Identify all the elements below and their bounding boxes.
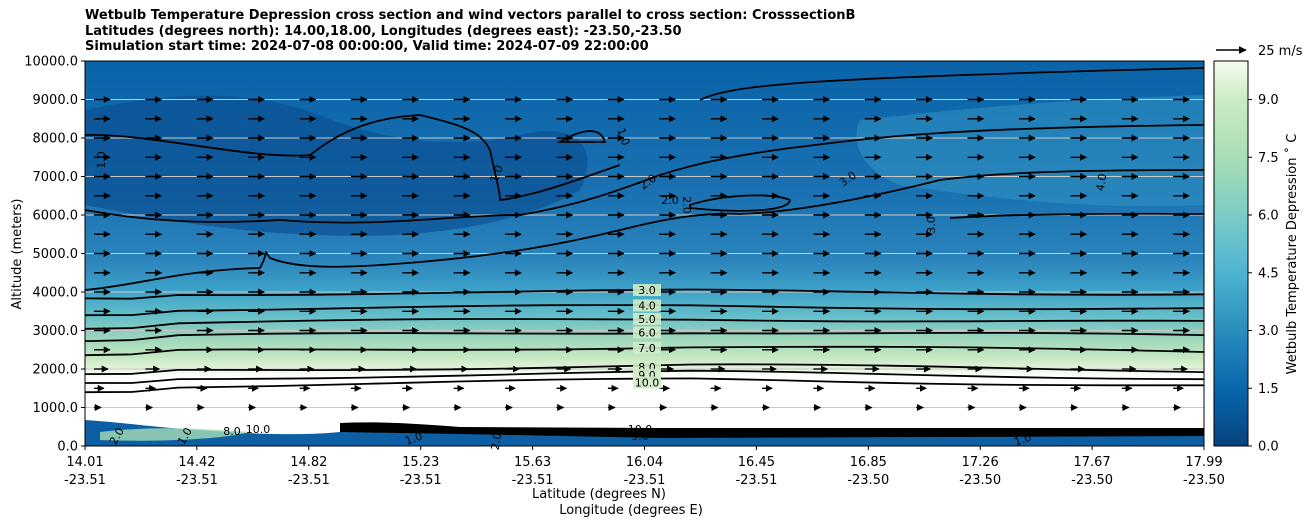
contour-label-upper: 1.0 bbox=[614, 126, 632, 147]
x-tick-label-lon: -23.50 bbox=[959, 473, 1001, 488]
y-tick-label: 3000.0 bbox=[33, 324, 79, 339]
colorbar-tick-label: 3.0 bbox=[1258, 324, 1279, 339]
y-tick-label: 6000.0 bbox=[33, 209, 79, 224]
x-tick-label-lat: 15.23 bbox=[402, 455, 439, 470]
contour-label-surface: 1.0 bbox=[1012, 431, 1033, 449]
contour-label-5.0: 5.0 bbox=[638, 313, 656, 326]
x-tick-label-lon: -23.51 bbox=[624, 473, 666, 488]
plot-frame bbox=[84, 60, 1205, 447]
y-tick-label: 0.0 bbox=[57, 440, 78, 455]
x-tick-label-lon: -23.50 bbox=[1071, 473, 1113, 488]
x-tick-label-lon: -23.51 bbox=[400, 473, 442, 488]
quiver-key: 25 m/s bbox=[1216, 44, 1303, 59]
colorbar-tick-label: 9.0 bbox=[1258, 93, 1279, 108]
x-axis-label-lat: Latitude (degrees N) bbox=[532, 487, 666, 502]
contour-label-surface: 1.0 bbox=[403, 430, 424, 448]
colorbar-tick-label: 0.0 bbox=[1258, 440, 1279, 455]
x-tick-label-lat: 16.45 bbox=[738, 455, 775, 470]
colorbar-tick-label: 7.5 bbox=[1258, 151, 1279, 166]
y-tick-label: 7000.0 bbox=[33, 170, 79, 185]
contour-label-surface: 10.0 bbox=[628, 423, 653, 436]
quiver-key-label: 25 m/s bbox=[1258, 44, 1303, 59]
y-axis-label: Altitude (meters) bbox=[10, 199, 25, 310]
x-axis-label-lon: Longitude (degrees E) bbox=[559, 503, 703, 518]
contour-label-3.0: 3.0 bbox=[638, 284, 656, 297]
x-tick-label-lat: 17.26 bbox=[962, 455, 999, 470]
y-tick-label: 10000.0 bbox=[24, 55, 78, 70]
y-tick-label: 5000.0 bbox=[33, 247, 79, 262]
colorbar bbox=[1213, 60, 1249, 447]
chart-title: Wetbulb Temperature Depression cross sec… bbox=[85, 8, 855, 55]
contour-label-upper: 1.0 bbox=[95, 151, 108, 169]
contour-label-6.0: 6.0 bbox=[638, 326, 656, 339]
contour-label-bg bbox=[633, 326, 661, 339]
y-tick-label: 4000.0 bbox=[33, 286, 79, 301]
x-tick-label-lat: 14.01 bbox=[66, 455, 103, 470]
contour-label-upper: 2.0 bbox=[661, 194, 679, 207]
colorbar-tick-label: 6.0 bbox=[1258, 209, 1279, 224]
contour-label-bg bbox=[633, 312, 661, 325]
contour-label-7.0: 7.0 bbox=[638, 342, 656, 355]
upper-contour-4 bbox=[85, 169, 1204, 291]
contour-label-surface: 10.0 bbox=[246, 423, 271, 436]
contour-label-upper: 4.0 bbox=[1094, 173, 1110, 192]
x-tick-label-lat: 16.04 bbox=[626, 455, 663, 470]
y-tick-label: 2000.0 bbox=[33, 363, 79, 378]
surface-thick-band bbox=[340, 422, 1204, 438]
y-tick-label: 9000.0 bbox=[33, 93, 79, 108]
x-tick-label-lon: -23.51 bbox=[176, 473, 218, 488]
surface-moist-patch bbox=[100, 428, 250, 441]
x-tick-label-lon: -23.51 bbox=[512, 473, 554, 488]
contour-label-upper: 1.0 bbox=[488, 163, 506, 184]
contour-label-surface: 9.0 bbox=[631, 430, 649, 443]
contour-label-4.0: 4.0 bbox=[638, 299, 656, 312]
x-tick-label-lat: 15.63 bbox=[514, 455, 551, 470]
x-tick-label-lon: -23.50 bbox=[1183, 473, 1225, 488]
upper-contour-6 bbox=[949, 212, 1204, 219]
x-tick-label-lat: 14.82 bbox=[290, 455, 327, 470]
x-tick-label-lon: -23.51 bbox=[288, 473, 330, 488]
x-tick-label-lon: -23.51 bbox=[735, 473, 777, 488]
x-tick-label-lon: -23.50 bbox=[847, 473, 889, 488]
contour-label-surface: 8.0 bbox=[223, 425, 241, 438]
dry-core-region bbox=[85, 95, 588, 236]
x-tick-label-lat: 16.85 bbox=[850, 455, 887, 470]
x-tick-label-lat: 17.99 bbox=[1185, 455, 1222, 470]
x-tick-label-lon: -23.51 bbox=[64, 473, 106, 488]
x-tick-label-lat: 17.67 bbox=[1073, 455, 1110, 470]
colorbar-tick-label: 4.5 bbox=[1258, 266, 1279, 281]
contour-label-bg bbox=[633, 284, 661, 297]
contour-label-10.0: 10.0 bbox=[635, 376, 660, 389]
title-line-3: Simulation start time: 2024-07-08 00:00:… bbox=[85, 39, 649, 54]
upper-moist-region bbox=[856, 95, 1204, 207]
contour-label-upper: 2.0 bbox=[680, 196, 693, 214]
colorbar-tick-label: 1.5 bbox=[1258, 382, 1279, 397]
y-tick-label: 1000.0 bbox=[33, 401, 79, 416]
title-line-2: Latitudes (degrees north): 14.00,18.00, … bbox=[85, 23, 682, 39]
title-line-1: Wetbulb Temperature Depression cross sec… bbox=[85, 8, 856, 23]
contour-label-bg bbox=[633, 376, 661, 389]
contour-label-bg bbox=[633, 341, 661, 354]
upper-contour-3 bbox=[699, 67, 1204, 101]
x-tick-label-lat: 14.42 bbox=[178, 455, 215, 470]
contour-label-bg bbox=[633, 299, 661, 312]
colorbar-label: Wetbulb Temperature Depression ˚ C bbox=[1284, 134, 1300, 375]
y-tick-label: 8000.0 bbox=[33, 132, 79, 147]
contour-label-surface: 2.0 bbox=[489, 432, 505, 451]
contour-label-upper: 3.0 bbox=[925, 216, 938, 234]
